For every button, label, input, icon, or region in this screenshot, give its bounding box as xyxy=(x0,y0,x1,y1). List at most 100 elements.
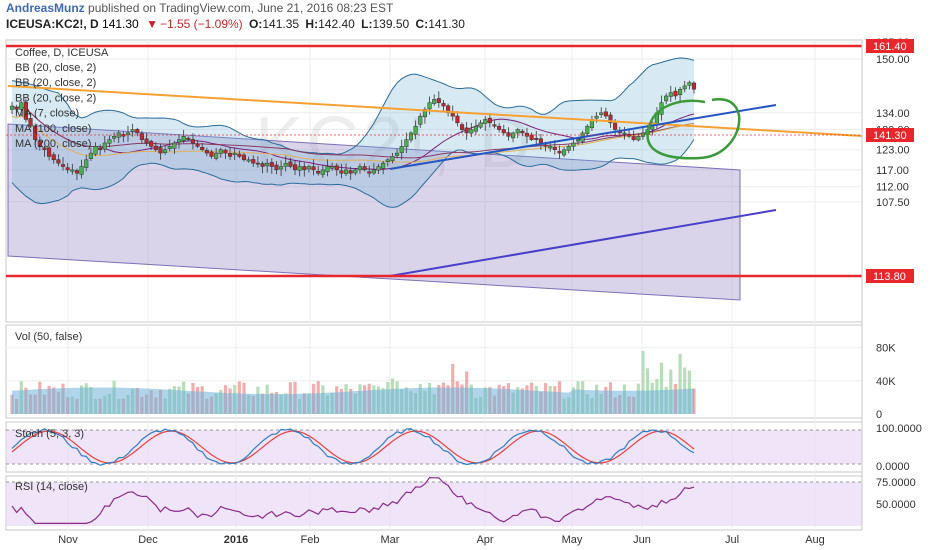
candle-body xyxy=(283,162,288,167)
candle-body xyxy=(181,136,186,141)
candle-body xyxy=(515,129,520,134)
candle-body xyxy=(149,140,154,147)
candle-body xyxy=(487,117,492,124)
candle-body xyxy=(334,165,339,171)
candle-body xyxy=(571,142,576,147)
candle-body xyxy=(9,105,15,110)
candle-body xyxy=(297,166,302,171)
stoch-band xyxy=(6,430,862,464)
candle-body xyxy=(209,151,214,157)
candle-body xyxy=(37,140,42,147)
x-tick-label: Feb xyxy=(301,534,320,546)
candle-body xyxy=(687,82,692,86)
price-marker-label: 161.40 xyxy=(873,41,907,53)
candle-body xyxy=(459,124,465,130)
candle-body xyxy=(330,166,335,169)
candle-body xyxy=(691,82,697,90)
high-value: 142.40 xyxy=(318,17,355,31)
price-marker-box xyxy=(866,128,914,142)
bollinger-lower-line xyxy=(11,139,695,208)
candle-body xyxy=(664,95,669,102)
candle-body xyxy=(311,166,316,171)
annotation-circle xyxy=(646,98,741,160)
candle-body xyxy=(538,138,543,144)
candle-body xyxy=(14,107,19,110)
candle-body xyxy=(195,144,200,147)
candle-body xyxy=(200,146,205,150)
rsi-tick-label: 75.0000 xyxy=(876,477,916,489)
stoch-tick-label: 0.0000 xyxy=(876,461,910,473)
candle-body xyxy=(255,162,260,165)
candle-body xyxy=(343,169,349,174)
candle-body xyxy=(376,166,381,171)
candle-body xyxy=(306,166,311,170)
candle-body xyxy=(575,139,581,142)
close-label: C: xyxy=(415,17,429,31)
stoch-d-line xyxy=(11,430,695,464)
candle-body xyxy=(339,170,344,174)
candle-body xyxy=(172,142,177,149)
chart-canvas[interactable]: Nov Dec 2016 Feb Mar Apr May Jun Jul Aug 107.50 112… xyxy=(0,35,932,550)
publisher-line: AndreasMunz published on TradingView.com… xyxy=(6,1,393,17)
candle-body xyxy=(413,125,418,135)
candle-body xyxy=(432,99,437,104)
candle-body xyxy=(473,125,478,132)
symbol-label: ICEUSA:KC2!, D xyxy=(6,17,99,31)
indicator-legend-item: MA (200, close) xyxy=(15,138,91,150)
volume-tick-label: 0 xyxy=(876,409,882,421)
candle-body xyxy=(455,115,460,124)
candle-body xyxy=(478,122,483,128)
x-tick-label: Apr xyxy=(476,534,493,546)
stoch-k-line xyxy=(11,428,695,466)
candle-body xyxy=(214,152,219,159)
rsi-line xyxy=(11,477,695,524)
candle-body xyxy=(167,146,172,149)
candle-body xyxy=(288,161,293,167)
open-value: 141.35 xyxy=(262,17,300,31)
candle-body xyxy=(135,129,140,134)
indicator-legend-item: BB (20, close, 2) xyxy=(15,92,96,104)
price-marker-label: 141.30 xyxy=(873,130,907,142)
x-tick-label: Nov xyxy=(58,534,78,546)
x-tick-label: Aug xyxy=(805,534,825,546)
candle-body xyxy=(395,152,400,156)
candle-body xyxy=(348,170,353,174)
bollinger-band-fill xyxy=(12,57,694,208)
candle-body xyxy=(70,169,75,172)
candle-body xyxy=(325,166,330,173)
price-change: −1.55 (−1.09%) xyxy=(159,17,243,31)
volume-tick-label: 80K xyxy=(876,343,896,355)
candle-body xyxy=(79,166,84,175)
candle-body xyxy=(599,112,604,115)
x-tick-label: Jul xyxy=(725,534,739,546)
candle-body xyxy=(673,90,678,97)
author-link[interactable]: AndreasMunz xyxy=(6,1,85,15)
candle-body xyxy=(19,102,24,110)
candle-body xyxy=(241,154,247,161)
volume-bar xyxy=(641,351,645,414)
candle-body xyxy=(408,132,414,141)
candle-body xyxy=(557,150,562,154)
candle-body xyxy=(51,154,56,161)
rsi-title: RSI (14, close) xyxy=(15,481,88,493)
candle-body xyxy=(251,159,256,164)
candle-body xyxy=(204,150,209,154)
candle-body xyxy=(102,142,107,150)
price-marker-box xyxy=(866,39,914,53)
candle-body xyxy=(520,130,525,134)
candle-body xyxy=(112,136,117,139)
candle-body xyxy=(47,147,52,157)
candle-body xyxy=(483,119,488,124)
candle-body xyxy=(367,171,372,174)
symbol-line: ICEUSA:KC2!, D 141.30 ▼ −1.55 (−1.09%) O:… xyxy=(6,17,465,33)
candle-body xyxy=(469,129,474,134)
candle-body xyxy=(385,159,390,162)
candle-body xyxy=(260,163,265,167)
candle-body xyxy=(139,133,144,140)
published-text: published on TradingView.com, June 21, 2… xyxy=(88,1,394,15)
stoch-title: Stoch (5, 3, 3) xyxy=(15,428,84,440)
candle-body xyxy=(42,147,47,150)
y-tick-label: 117.00 xyxy=(876,165,909,177)
y-tick-label: 150.00 xyxy=(876,54,910,66)
high-label: H: xyxy=(305,17,319,31)
